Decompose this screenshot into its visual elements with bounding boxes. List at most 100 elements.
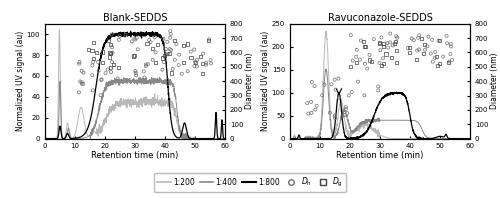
Point [202,63,210,66]
Point [187,50,195,53]
Point [193,58,201,61]
Point [318,94,326,97]
Point [304,112,312,115]
Point [94,69,102,72]
Point [92,51,100,54]
Point [142,64,150,68]
Point [361,62,369,65]
Point [446,60,454,63]
Point [360,94,368,97]
Point [352,55,360,58]
Point [426,52,434,55]
Point [144,63,152,66]
Point [102,71,110,75]
Point [303,102,311,105]
Title: Blank-SEDDS: Blank-SEDDS [103,13,167,23]
Point [388,55,396,59]
Point [166,36,174,39]
Point [166,48,174,51]
Point [114,77,122,80]
Point [368,60,376,63]
Point [206,59,214,62]
Point [420,43,428,46]
Point [423,45,431,48]
Point [132,69,140,73]
Point [414,36,422,39]
Point [80,82,88,85]
Point [446,52,454,56]
Point [104,39,112,42]
Point [166,32,174,36]
Point [94,60,102,64]
Point [98,78,106,81]
Point [98,78,106,82]
Point [356,58,364,61]
Y-axis label: Diameter (nm): Diameter (nm) [244,53,254,109]
Point [345,94,353,97]
Point [384,46,392,49]
Point [330,78,338,81]
Point [164,78,172,82]
Point [145,38,153,42]
Point [448,58,456,62]
Point [392,35,400,38]
Point [308,111,316,114]
Point [107,70,115,74]
Point [380,45,388,48]
Point [162,53,170,56]
Point [432,55,440,58]
Point [332,88,340,91]
Point [410,39,418,42]
Point [122,33,130,36]
Point [442,34,450,37]
Point [347,34,355,37]
Point [193,65,201,68]
Point [198,72,206,75]
Point [132,71,140,74]
Title: Ravuconazole-SEDDS: Ravuconazole-SEDDS [328,13,432,23]
Point [198,62,206,65]
Point [376,49,384,52]
Point [386,41,394,44]
Point [447,45,455,48]
Point [76,80,84,83]
Point [165,52,173,55]
Point [184,70,192,73]
Point [392,40,400,43]
Point [406,46,413,49]
Point [202,61,210,64]
Point [384,41,392,45]
Point [158,68,166,71]
Point [174,64,182,67]
Point [360,45,368,48]
Point [98,61,106,65]
Point [366,58,374,62]
Point [114,66,122,69]
Point [331,117,339,120]
Point [192,61,200,64]
Point [150,36,158,39]
Point [160,37,168,40]
Point [197,55,205,58]
Point [349,59,357,62]
Point [444,61,452,64]
Point [439,55,447,58]
Point [160,61,168,64]
Point [320,83,328,86]
Point [164,40,172,43]
Y-axis label: Normalized UV signal (au): Normalized UV signal (au) [261,31,270,131]
Point [88,74,96,77]
Point [343,111,351,115]
X-axis label: Retention time (min): Retention time (min) [92,151,178,160]
Point [76,60,84,64]
Point [379,57,387,60]
Point [431,56,439,59]
Point [386,32,394,35]
Y-axis label: Diameter (nm): Diameter (nm) [490,53,499,109]
Point [207,62,215,65]
Point [432,50,440,53]
Point [352,61,360,64]
Point [152,61,160,65]
Point [363,67,371,70]
Point [352,48,360,51]
